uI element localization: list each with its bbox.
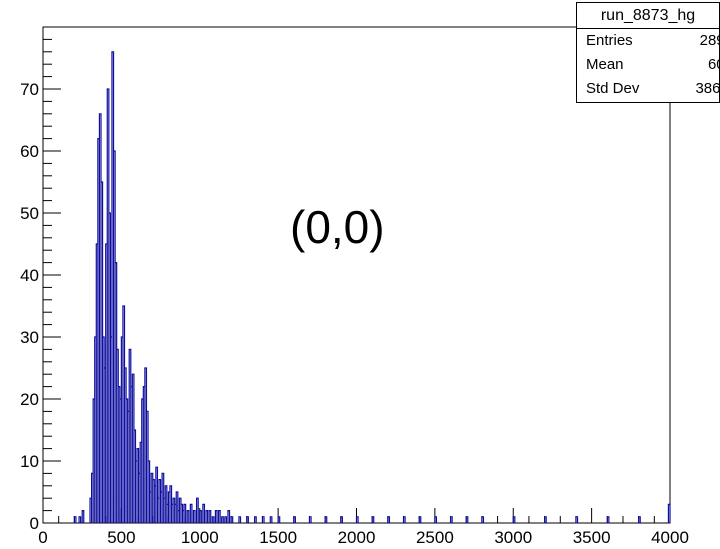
stats-row-mean: Mean 604 xyxy=(577,53,719,77)
x-tick-label: 3000 xyxy=(494,528,532,547)
stddev-value: 386.6 xyxy=(695,80,720,97)
entries-label: Entries xyxy=(586,32,633,49)
y-axis: 0 10 20 30 40 50 60 70 xyxy=(20,38,61,533)
y-tick-label: 40 xyxy=(20,266,39,285)
y-tick-label: 70 xyxy=(20,80,39,99)
stats-row-entries: Entries 2897 xyxy=(577,29,719,53)
x-tick-label: 1500 xyxy=(259,528,297,547)
overlay-text: (0,0) xyxy=(290,201,385,253)
x-axis: 0 500 1000 1500 2000 2500 3000 3500 4000 xyxy=(38,508,689,547)
stddev-label: Std Dev xyxy=(586,80,640,97)
stats-row-stddev: Std Dev 386.6 xyxy=(577,77,719,101)
y-tick-label: 50 xyxy=(20,204,39,223)
histogram-series xyxy=(73,51,671,523)
y-tick-label: 60 xyxy=(20,142,39,161)
x-tick-label: 2000 xyxy=(338,528,376,547)
mean-value: 604 xyxy=(707,56,719,73)
x-tick-label: 500 xyxy=(107,528,135,547)
entries-value: 2897 xyxy=(699,32,719,49)
y-tick-label: 30 xyxy=(20,328,39,347)
x-tick-label: 3500 xyxy=(573,528,611,547)
stats-box: run_8873_hg Entries 2897 Mean 604 Std De… xyxy=(576,2,720,103)
y-tick-label: 20 xyxy=(20,390,39,409)
x-tick-label: 4000 xyxy=(651,528,689,547)
y-tick-label: 10 xyxy=(20,452,39,471)
mean-label: Mean xyxy=(586,56,624,73)
x-tick-label: 1000 xyxy=(181,528,219,547)
stats-title: run_8873_hg xyxy=(577,3,719,29)
x-tick-label: 2500 xyxy=(416,528,454,547)
x-tick-label: 0 xyxy=(38,528,47,547)
y-tick-label: 0 xyxy=(30,514,39,533)
